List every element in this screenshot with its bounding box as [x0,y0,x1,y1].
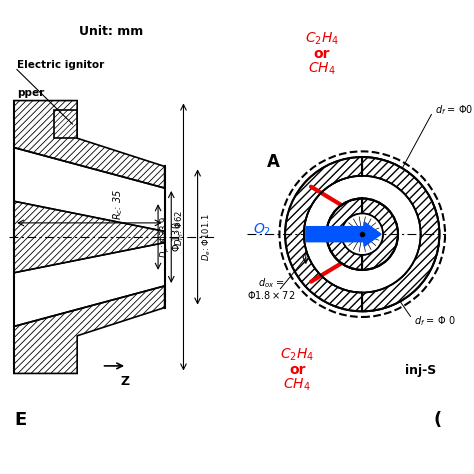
FancyArrow shape [306,222,381,246]
Text: or: or [313,46,330,61]
Text: Electric ignitor: Electric ignitor [17,60,104,70]
Text: $C_2H_4$: $C_2H_4$ [280,346,314,363]
Text: E: E [15,411,27,429]
Text: $D_e$: $\Phi$101.1: $D_e$: $\Phi$101.1 [201,213,213,261]
Text: $O_2$: $O_2$ [253,221,271,237]
Wedge shape [362,199,398,270]
Text: $R_c$: 35: $R_c$: 35 [111,189,125,220]
Text: $D_p$: $\Phi$33.9: $D_p$: $\Phi$33.9 [159,216,172,258]
Text: $C_2H_4$: $C_2H_4$ [305,30,339,46]
Text: Z: Z [120,375,130,388]
Text: $d_f$ = $\Phi$ 0: $d_f$ = $\Phi$ 0 [414,314,456,328]
Text: $d_f$ = $\Phi$0: $d_f$ = $\Phi$0 [435,103,473,117]
Text: $\Phi$ 130: $\Phi$ 130 [170,222,182,252]
Wedge shape [327,199,398,270]
Wedge shape [362,157,439,311]
Text: $\Phi 1.8\times72$: $\Phi 1.8\times72$ [247,289,295,301]
Polygon shape [14,100,164,188]
Wedge shape [285,157,439,311]
Polygon shape [54,110,77,138]
Text: pper: pper [17,88,44,98]
Text: $D_{in}$: $\Phi$62: $D_{in}$: $\Phi$62 [173,210,186,246]
Text: A: A [267,153,280,171]
Circle shape [342,213,383,255]
Polygon shape [14,286,164,374]
Text: inj-S: inj-S [405,364,436,377]
Text: $CH_4$: $CH_4$ [308,60,336,77]
Text: $CH_4$: $CH_4$ [283,376,311,393]
Text: or: or [289,363,306,377]
Polygon shape [14,201,164,273]
Text: (: ( [433,411,442,429]
Text: Unit: mm: Unit: mm [79,26,143,38]
Wedge shape [362,176,420,292]
Text: $d_{ox}$ =: $d_{ox}$ = [257,276,284,290]
